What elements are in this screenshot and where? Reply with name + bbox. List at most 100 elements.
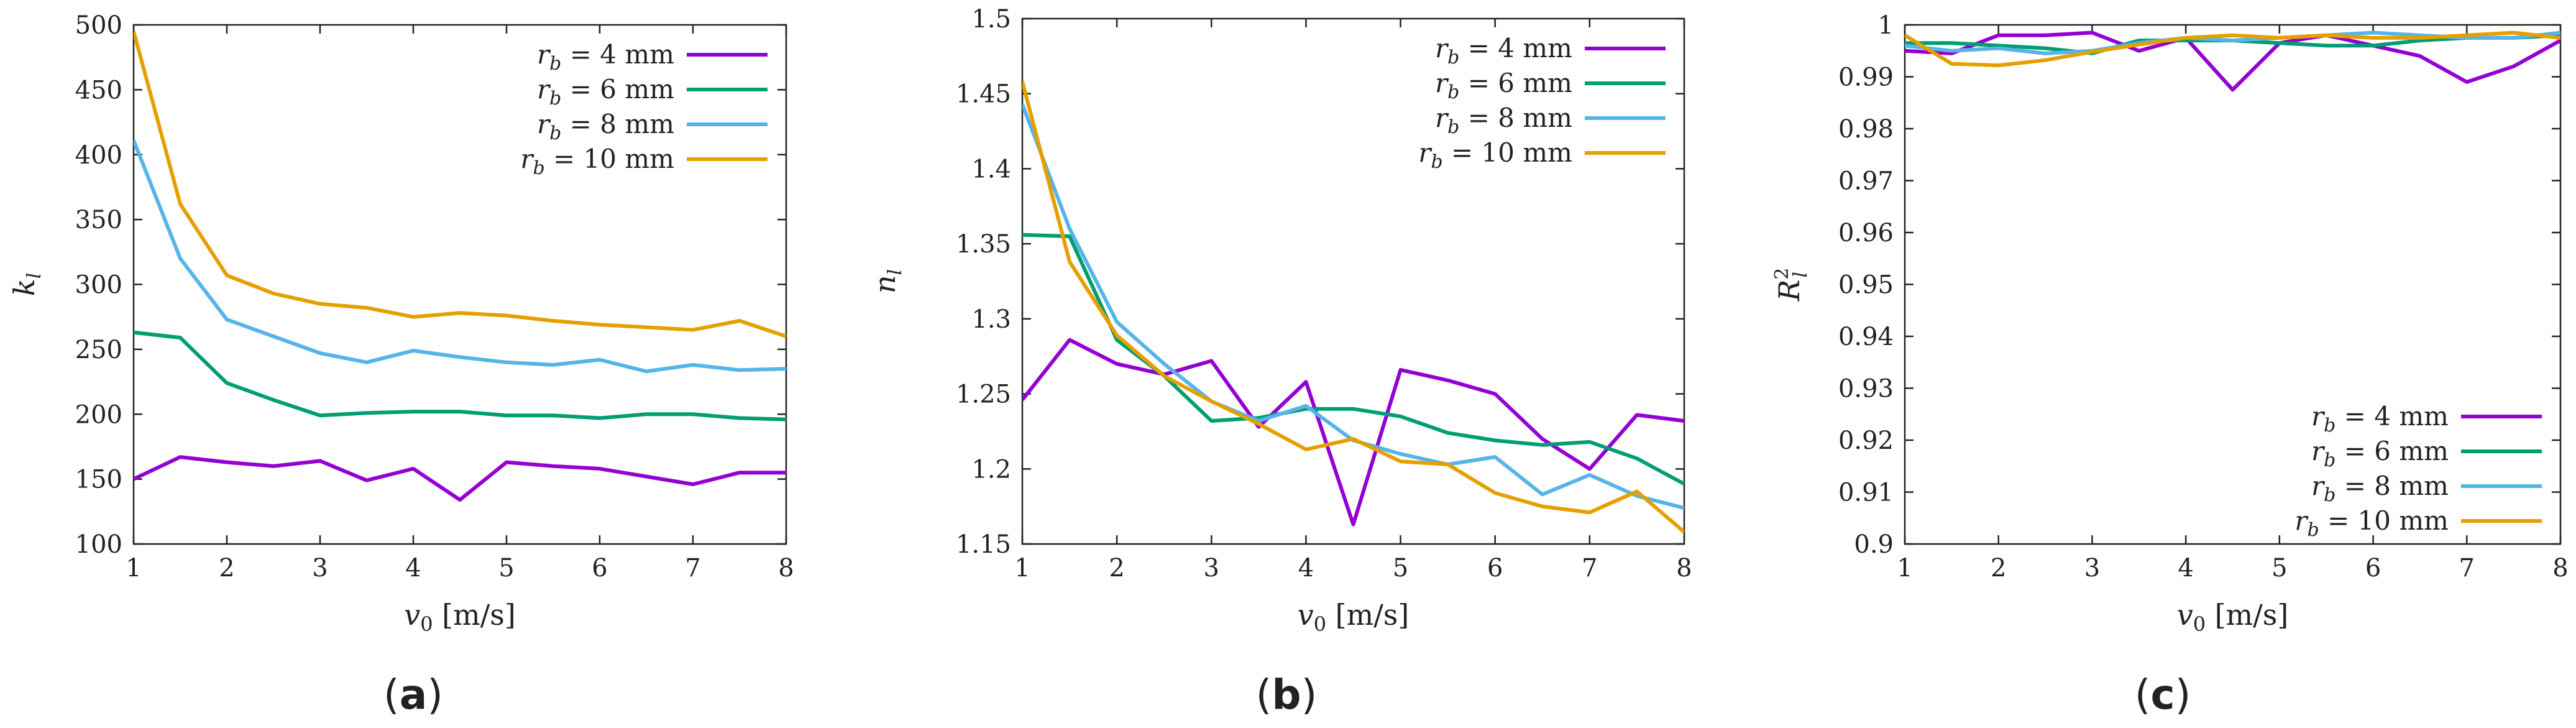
x-axis-label-unit: [m/s] — [1326, 598, 1409, 632]
y-tick-label: 0.98 — [1838, 115, 1894, 144]
legend-label-sub: b — [1431, 151, 1442, 173]
legend-label-var: r — [537, 109, 551, 139]
y-tick-label: 0.99 — [1838, 63, 1894, 92]
legend-label-var: r — [2311, 471, 2326, 501]
x-tick-label: 8 — [1676, 554, 1692, 583]
y-tick-label: 1.15 — [956, 530, 1011, 559]
series-line-1 — [1905, 30, 2560, 92]
legend-label-value: = 8 mm — [561, 109, 674, 139]
x-tick-label: 1 — [1014, 554, 1030, 583]
y-axis-label-sub: l — [884, 269, 906, 275]
x-axis-label-var: v — [404, 598, 420, 632]
y-tick-label: 1.45 — [956, 80, 1011, 109]
x-tick-label: 2 — [219, 554, 234, 583]
legend-label-var: r — [520, 144, 534, 174]
x-tick-label: 4 — [405, 554, 421, 583]
plot-frame — [1021, 17, 1685, 545]
panel-label: (b) — [1256, 671, 1318, 719]
legend-label-value: = 4 mm — [2335, 401, 2449, 431]
y-tick-label: 1.4 — [971, 155, 1011, 183]
legend-label-sub: b — [1447, 47, 1459, 68]
legend-label-value: = 10 mm — [545, 144, 674, 174]
y-tick-label: 0.9 — [1854, 530, 1894, 559]
x-axis-label: v0 [m/s] — [2177, 598, 2289, 636]
x-axis-label-sub: 0 — [2193, 612, 2206, 636]
legend-label-1: rb = 4 mm — [2311, 401, 2449, 436]
legend-label-sub: b — [549, 53, 561, 75]
legend-label-var: r — [537, 39, 551, 70]
y-tick-label: 0.94 — [1838, 323, 1894, 351]
y-tick-label: 150 — [75, 466, 122, 494]
x-tick-label: 7 — [1582, 554, 1597, 583]
y-tick-label: 0.93 — [1838, 375, 1894, 403]
panel-label-letter: c — [2150, 671, 2175, 719]
x-tick-label: 8 — [778, 554, 794, 583]
x-tick-label: 1 — [1897, 554, 1912, 583]
series-line-3 — [134, 139, 786, 374]
legend-label-4: rb = 10 mm — [2294, 505, 2449, 541]
legend-label-3: rb = 8 mm — [2311, 471, 2449, 506]
chart-panel-2: 1 2 3 4 5 6 7 81.151.21.251.31.351.41.451.5rb =… — [868, 5, 1692, 719]
y-axis-label: nl — [868, 269, 906, 293]
y-tick-label: 1.2 — [971, 455, 1011, 484]
y-tick-label: 1.25 — [956, 380, 1011, 409]
legend-label-var: r — [1435, 33, 1449, 63]
x-axis-label-sub: 0 — [1314, 612, 1326, 636]
legend-label-1: rb = 4 mm — [537, 39, 674, 75]
y-tick-label: 0.91 — [1838, 479, 1894, 507]
x-axis-label-sub: 0 — [420, 612, 433, 636]
y-axis-label: kl — [7, 273, 45, 296]
x-tick-label: 3 — [2084, 554, 2100, 583]
y-tick-label: 1.5 — [971, 5, 1011, 34]
legend-label-sub: b — [2324, 449, 2335, 471]
legend-label-value: = 8 mm — [1459, 103, 1572, 133]
series-line-4 — [1905, 30, 2560, 68]
legend-label-var: r — [2294, 505, 2309, 536]
series-lines — [1022, 81, 1684, 533]
legend-label-1: rb = 4 mm — [1435, 33, 1572, 68]
series-lines — [1905, 30, 2560, 92]
legend-label-var: r — [1435, 103, 1449, 133]
series-lines — [134, 30, 786, 502]
legend-label-var: r — [1418, 137, 1432, 168]
legend-label-value: = 10 mm — [2319, 505, 2449, 536]
x-axis-label-unit: [m/s] — [433, 598, 516, 632]
panel-label: (a) — [383, 671, 443, 719]
y-tick-label: 0.96 — [1838, 219, 1894, 247]
legend-label-value: = 10 mm — [1443, 137, 1572, 168]
panel-label-open: ( — [1256, 671, 1272, 719]
x-axis-label-var: v — [2177, 598, 2193, 632]
series-line-1 — [1022, 338, 1684, 527]
y-tick-label: 1.3 — [971, 305, 1011, 334]
x-tick-label: 8 — [2552, 554, 2568, 583]
y-axis-label-var: n — [868, 275, 902, 293]
y-tick-label: 500 — [75, 11, 122, 40]
y-axis-label-sub: l — [1790, 272, 1812, 278]
panel-label-open: ( — [2135, 671, 2151, 719]
series-line-4 — [1022, 81, 1684, 533]
panel-label-letter: a — [400, 671, 428, 719]
legend-label-value: = 4 mm — [1459, 33, 1572, 63]
legend-label-4: rb = 10 mm — [1418, 137, 1572, 173]
x-tick-label: 4 — [1298, 554, 1314, 583]
y-tick-label: 450 — [75, 76, 122, 104]
legend-label-3: rb = 8 mm — [537, 109, 674, 144]
legend-label-4: rb = 10 mm — [520, 144, 674, 179]
x-tick-label: 4 — [2178, 554, 2193, 583]
legend-label-value: = 6 mm — [561, 74, 674, 104]
legend-label-sub: b — [533, 157, 544, 179]
legend-label-sub: b — [549, 122, 561, 144]
y-axis-label-sub: l — [24, 273, 45, 279]
legend-label-value: = 4 mm — [561, 39, 674, 70]
x-tick-label: 3 — [312, 554, 328, 583]
x-tick-label: 5 — [498, 554, 514, 583]
x-axis-label: v0 [m/s] — [404, 598, 516, 636]
legend-label-2: rb = 6 mm — [537, 74, 674, 109]
panel-label: (c) — [2135, 671, 2191, 719]
y-tick-label: 0.97 — [1838, 167, 1894, 196]
legend-label-var: r — [537, 74, 551, 104]
x-tick-label: 2 — [1991, 554, 2006, 583]
